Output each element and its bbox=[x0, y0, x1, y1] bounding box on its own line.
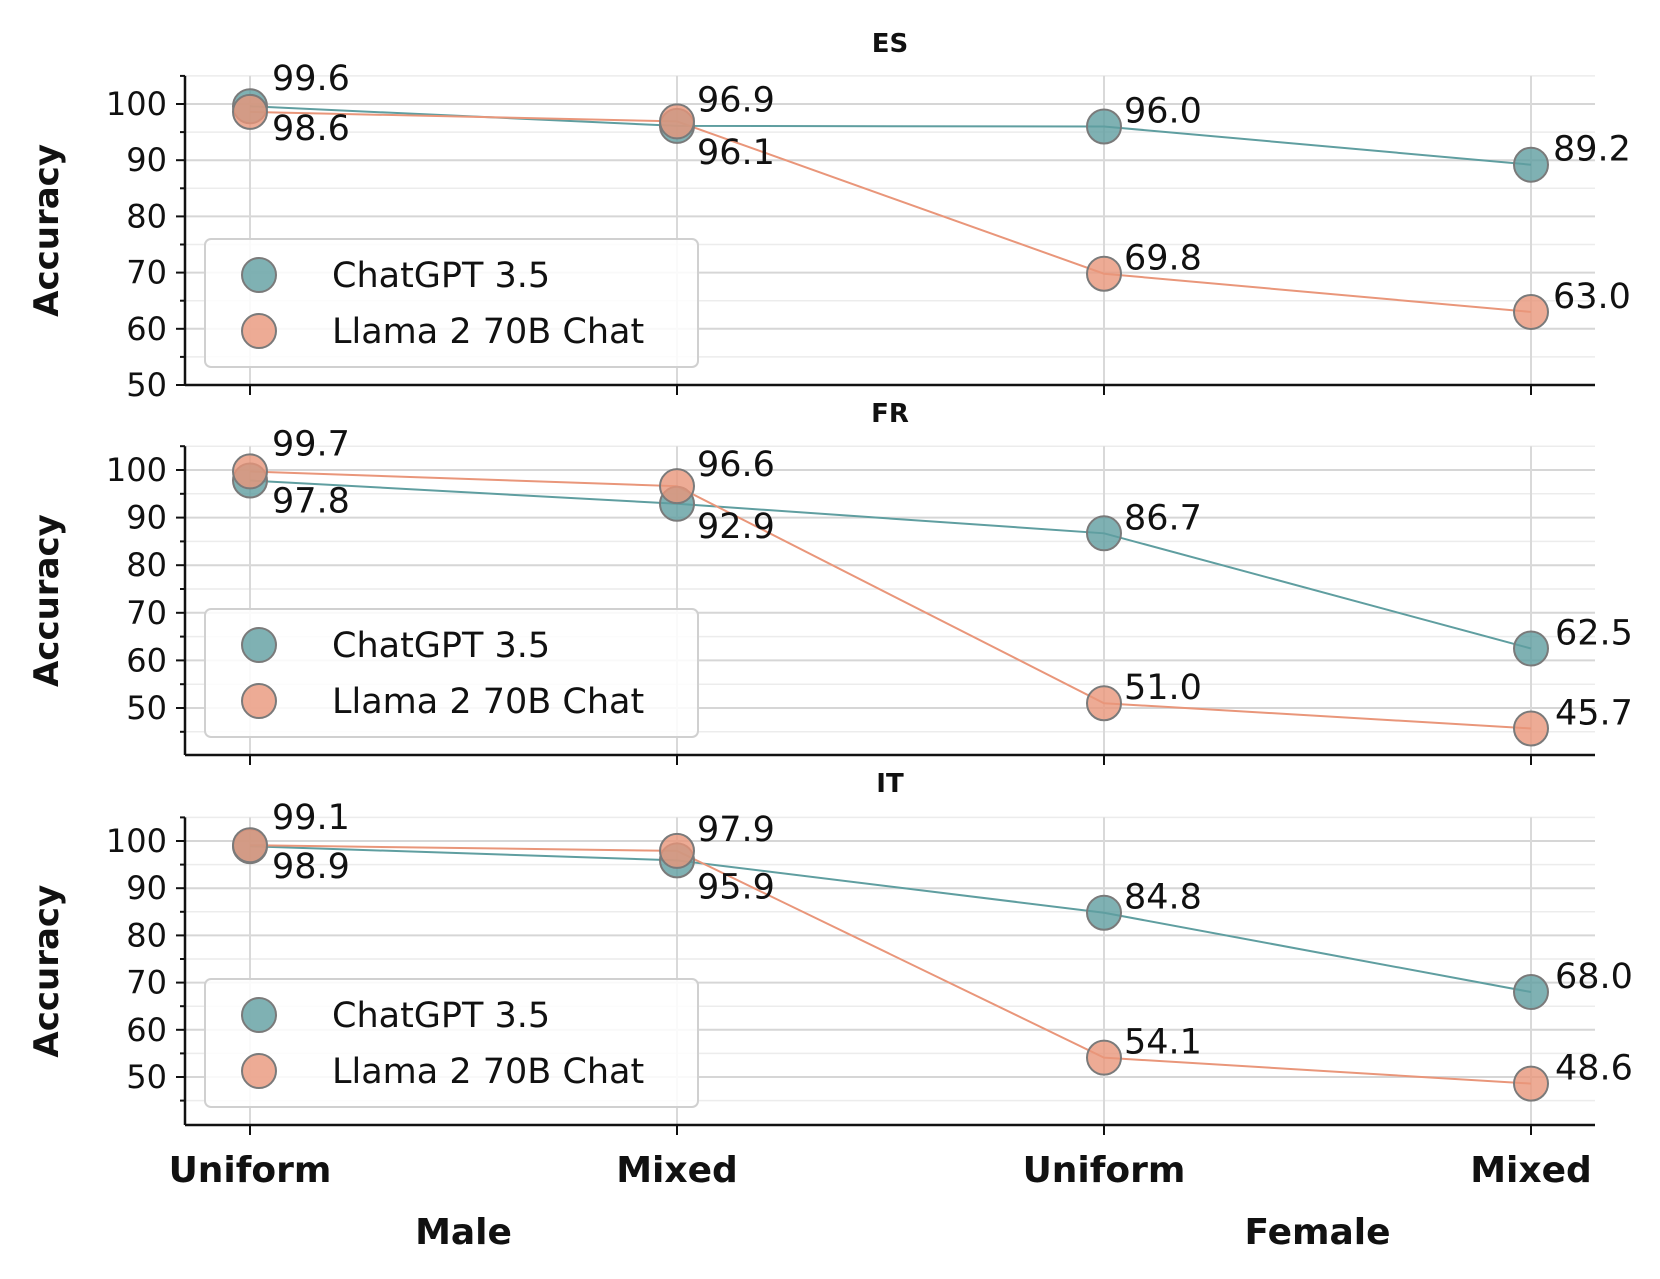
data-point bbox=[1513, 1065, 1549, 1102]
data-label: 95.9 bbox=[697, 867, 775, 907]
data-label: 84.8 bbox=[1124, 878, 1202, 918]
legend-marker bbox=[241, 627, 277, 663]
y-tick-label: 70 bbox=[126, 964, 167, 1002]
y-tick-label: 50 bbox=[126, 366, 167, 404]
legend-label: Llama 2 70B Chat bbox=[332, 1052, 644, 1092]
legend-label: ChatGPT 3.5 bbox=[332, 256, 550, 296]
data-label: 99.6 bbox=[272, 59, 350, 99]
data-label: 96.9 bbox=[697, 80, 775, 120]
y-tick-label: 90 bbox=[126, 869, 167, 907]
data-label: 51.0 bbox=[1124, 668, 1202, 708]
y-axis-label: Accuracy bbox=[27, 514, 67, 687]
data-point bbox=[1086, 894, 1122, 931]
data-label: 45.7 bbox=[1555, 693, 1633, 733]
panel-title: IT bbox=[876, 769, 904, 799]
data-point bbox=[1513, 710, 1549, 747]
data-point bbox=[1513, 293, 1549, 330]
y-axis-label: Accuracy bbox=[27, 885, 67, 1058]
series-line bbox=[249, 110, 1532, 313]
legend-box bbox=[204, 238, 699, 368]
data-label: 54.1 bbox=[1124, 1023, 1202, 1063]
x-tick-label: Uniform bbox=[169, 1150, 332, 1191]
data-label: 69.8 bbox=[1124, 239, 1202, 279]
data-point bbox=[1086, 1039, 1122, 1076]
data-point bbox=[1086, 108, 1122, 145]
y-axis-label: Accuracy bbox=[27, 144, 67, 317]
y-tick-label: 60 bbox=[126, 1011, 167, 1049]
data-label: 97.8 bbox=[272, 481, 350, 521]
legend-label: ChatGPT 3.5 bbox=[332, 626, 550, 666]
legend-marker bbox=[241, 257, 277, 293]
legend-label: Llama 2 70B Chat bbox=[332, 682, 644, 722]
data-label: 62.5 bbox=[1555, 614, 1633, 654]
data-point bbox=[1513, 974, 1549, 1011]
y-tick-label: 70 bbox=[126, 594, 167, 632]
data-point bbox=[232, 827, 268, 864]
data-label: 96.6 bbox=[697, 445, 775, 485]
data-point bbox=[232, 93, 268, 130]
data-label: 98.9 bbox=[272, 847, 350, 887]
series-line bbox=[249, 470, 1532, 730]
legend-box bbox=[204, 608, 699, 738]
y-tick-label: 60 bbox=[126, 641, 167, 679]
x-tick-label: Uniform bbox=[1023, 1150, 1186, 1191]
y-tick-label: 100 bbox=[106, 451, 167, 489]
data-point bbox=[1086, 515, 1122, 552]
panel-title: FR bbox=[871, 399, 909, 429]
legend-label: Llama 2 70B Chat bbox=[332, 312, 644, 352]
data-point bbox=[232, 453, 268, 490]
data-label: 92.9 bbox=[697, 507, 775, 547]
legend-marker bbox=[241, 313, 277, 349]
data-label: 86.7 bbox=[1124, 498, 1202, 538]
data-label: 98.6 bbox=[272, 109, 350, 149]
data-point bbox=[1513, 146, 1549, 183]
legend-marker bbox=[241, 997, 277, 1033]
y-tick-label: 50 bbox=[126, 689, 167, 727]
y-tick-label: 80 bbox=[126, 197, 167, 235]
data-label: 99.1 bbox=[272, 798, 350, 838]
y-tick-label: 90 bbox=[126, 141, 167, 179]
data-point bbox=[659, 832, 695, 869]
data-label: 48.6 bbox=[1555, 1049, 1633, 1089]
series-line bbox=[249, 844, 1532, 1085]
data-label: 96.0 bbox=[1124, 91, 1202, 131]
panel-title: ES bbox=[872, 29, 909, 59]
data-point bbox=[659, 468, 695, 505]
data-point bbox=[1086, 255, 1122, 292]
data-label: 99.7 bbox=[272, 424, 350, 464]
x-group-label: Male bbox=[415, 1212, 512, 1253]
x-group-label: Female bbox=[1244, 1212, 1390, 1253]
series-line bbox=[249, 845, 1532, 994]
y-tick-label: 80 bbox=[126, 546, 167, 584]
data-label: 68.0 bbox=[1555, 957, 1633, 997]
data-point bbox=[659, 103, 695, 140]
y-tick-label: 70 bbox=[126, 254, 167, 292]
legend-marker bbox=[241, 683, 277, 719]
y-tick-label: 60 bbox=[126, 310, 167, 348]
x-tick-label: Mixed bbox=[1470, 1150, 1592, 1191]
y-tick-label: 50 bbox=[126, 1058, 167, 1096]
y-tick-label: 100 bbox=[106, 85, 167, 123]
data-label: 97.9 bbox=[697, 810, 775, 850]
data-point bbox=[1086, 685, 1122, 722]
data-point bbox=[1513, 630, 1549, 667]
y-tick-label: 80 bbox=[126, 916, 167, 954]
y-tick-label: 100 bbox=[106, 822, 167, 860]
data-label: 89.2 bbox=[1553, 130, 1631, 170]
legend-label: ChatGPT 3.5 bbox=[332, 996, 550, 1036]
y-tick-label: 90 bbox=[126, 499, 167, 537]
x-tick-label: Mixed bbox=[616, 1150, 738, 1191]
legend-box bbox=[204, 978, 699, 1108]
series-line bbox=[249, 479, 1532, 650]
legend-marker bbox=[241, 1053, 277, 1089]
data-label: 63.0 bbox=[1553, 277, 1631, 317]
series-line bbox=[249, 105, 1532, 166]
data-label: 96.1 bbox=[697, 133, 775, 173]
